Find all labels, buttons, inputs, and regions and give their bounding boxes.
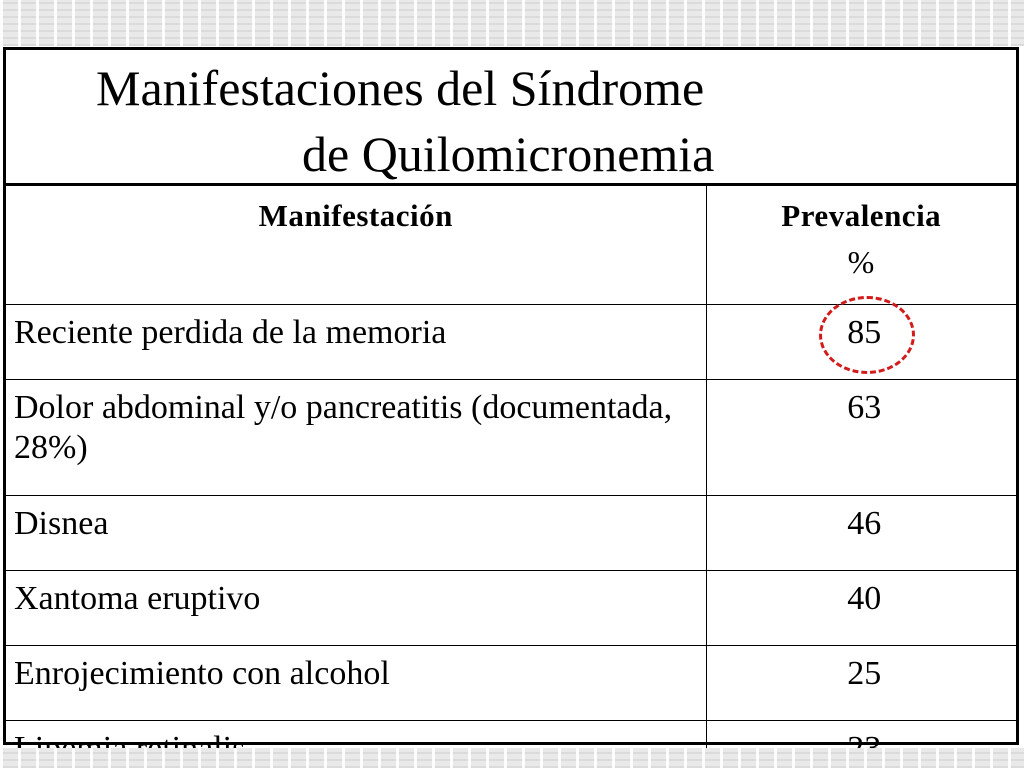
row-name: Enrojecimiento con alcohol: [6, 645, 707, 721]
table-row: Dolor abdominal y/o pancreatitis (docume…: [6, 379, 1016, 496]
row-value: 63: [705, 379, 1016, 496]
data-grid: Manifestación Prevalencia % Reciente per…: [6, 186, 1016, 768]
row-name: Disnea: [6, 495, 707, 571]
table-row: Reciente perdida de la memoria 85: [6, 304, 1016, 380]
table-row: Enrojecimiento con alcohol 25: [6, 645, 1016, 721]
table-row: Disnea 46: [6, 495, 1016, 571]
title-cell: Manifestaciones del Síndrome de Quilomic…: [6, 50, 1016, 186]
row-value: 40: [705, 570, 1016, 646]
title-line-2: de Quilomicronemia: [302, 126, 715, 182]
top-decorative-band: [0, 0, 1024, 46]
header-prevalence: Prevalencia %: [705, 186, 1016, 305]
table-row: Xantoma eruptivo 40: [6, 570, 1016, 646]
row-name: Dolor abdominal y/o pancreatitis (docume…: [6, 379, 707, 496]
manifestations-table: Manifestaciones del Síndrome de Quilomic…: [3, 47, 1019, 768]
header-manifestation-label: Manifestación: [258, 198, 453, 233]
header-prevalence-label: Prevalencia: [781, 198, 942, 233]
row-value: 85: [705, 304, 1016, 380]
header-manifestation: Manifestación: [6, 186, 707, 305]
header-row: Manifestación Prevalencia %: [6, 186, 1016, 305]
row-name: Xantoma eruptivo: [6, 570, 707, 646]
row-value: 25: [705, 645, 1016, 721]
row-name: Reciente perdida de la memoria: [6, 304, 707, 380]
row-value: 46: [705, 495, 1016, 571]
title-line-1: Manifestaciones del Síndrome: [96, 60, 705, 116]
bottom-decorative-band: [0, 748, 1024, 768]
header-unit-label: %: [847, 244, 875, 280]
